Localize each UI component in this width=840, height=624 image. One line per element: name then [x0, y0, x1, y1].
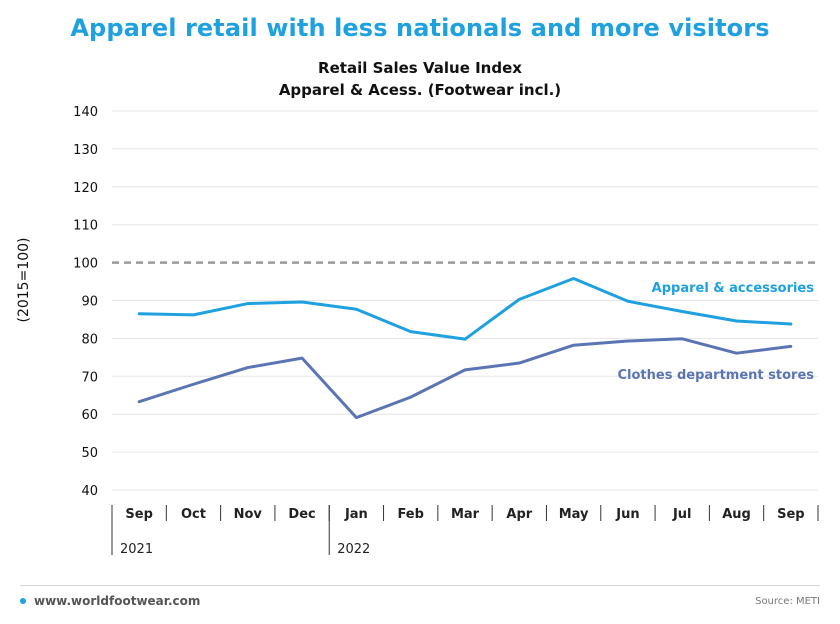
y-tick-label: 140: [73, 105, 98, 120]
footer-divider: [20, 585, 820, 586]
y-tick-label: 40: [81, 484, 98, 499]
x-tick-label: Sep: [125, 507, 153, 522]
x-tick-label: Jun: [615, 507, 639, 522]
year-label: 2021: [120, 542, 153, 557]
legend-apparel-accessories: Apparel & accessories: [652, 281, 815, 296]
x-tick-label: Oct: [181, 507, 206, 522]
y-tick-label: 50: [81, 446, 98, 461]
chart-subtitle: Apparel & Acess. (Footwear incl.): [278, 81, 562, 99]
y-tick-label: 110: [73, 219, 98, 234]
footer-site[interactable]: www.worldfootwear.com: [20, 594, 200, 608]
x-tick-label: Dec: [288, 507, 315, 522]
y-tick-label: 60: [81, 408, 98, 423]
x-tick-label: Feb: [397, 507, 423, 522]
bullet-icon: [20, 598, 26, 604]
x-tick-label: Jan: [344, 507, 368, 522]
y-tick-label: 100: [73, 257, 98, 272]
headline: Apparel retail with less nationals and m…: [70, 14, 770, 42]
legend-clothes-department-stores: Clothes department stores: [617, 368, 814, 383]
x-tick-label: Sep: [777, 507, 805, 522]
x-tick-label: Nov: [234, 507, 263, 522]
line-chart: 40 50 60 70 80 90 100 110 120 130 140 Sep Oct Nov Dec J…: [73, 105, 819, 557]
x-tick-label: Apr: [506, 507, 532, 522]
footer-site-text[interactable]: www.worldfootwear.com: [34, 594, 201, 608]
footer-source: Source: METI: [755, 596, 820, 607]
y-tick-label: 90: [81, 295, 98, 310]
y-tick-label: 80: [81, 332, 98, 347]
y-tick-label: 130: [73, 143, 98, 158]
x-tick-label: Aug: [722, 507, 751, 522]
x-tick-label: May: [559, 507, 589, 522]
chart-title: Retail Sales Value Index: [318, 59, 522, 77]
x-tick-label: Jul: [672, 507, 692, 522]
year-label: 2022: [337, 542, 370, 557]
y-tick-label: 70: [81, 370, 98, 385]
x-tick-label: Mar: [451, 507, 480, 522]
y-tick-label: 120: [73, 181, 98, 196]
